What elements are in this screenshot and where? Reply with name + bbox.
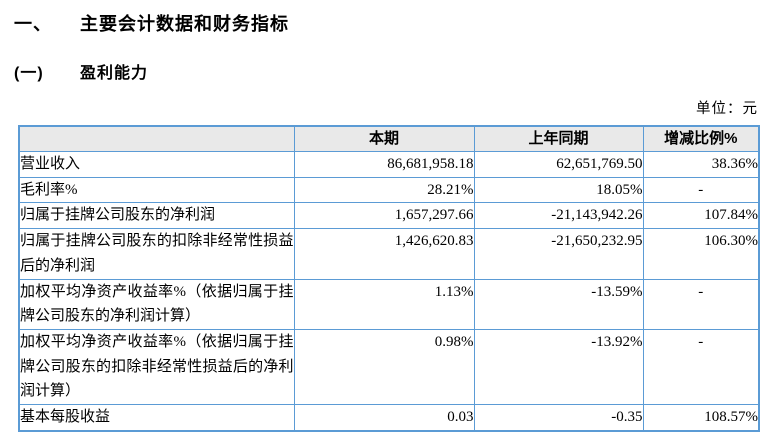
col-header-change-ratio: 增减比例% [642, 125, 760, 152]
table-row: 毛利率% 28.21% 18.05% - [18, 176, 760, 204]
current-period-value: 1,426,620.83 [293, 228, 475, 280]
change-ratio-value: 107.84% [642, 202, 760, 230]
prior-period-value: -21,650,232.95 [473, 228, 644, 280]
subsection-heading: (一) 盈利能力 [14, 59, 148, 83]
change-ratio-value: - [642, 328, 760, 406]
row-label: 营业收入 [18, 151, 295, 178]
section-title: 主要会计数据和财务指标 [80, 14, 289, 34]
change-ratio-value: - [642, 176, 760, 204]
current-period-value: 1,657,297.66 [293, 202, 475, 230]
prior-period-value: 18.05% [473, 176, 644, 204]
current-period-value: 28.21% [293, 176, 475, 204]
table-row: 营业收入 86,681,958.18 62,651,769.50 38.36% [18, 151, 760, 178]
unit-label: 单位：元 [696, 101, 758, 117]
row-label: 归属于挂牌公司股东的净利润 [18, 202, 295, 230]
current-period-value: 1.13% [293, 278, 475, 330]
table-row: 基本每股收益 0.03 -0.35 108.57% [18, 404, 760, 432]
section-number: 一、 [14, 14, 52, 34]
table-row: 加权平均净资产收益率%（依据归属于挂牌公司股东的扣除非经常性损益后的净利润计算）… [18, 328, 760, 406]
subsection-number: (一) [14, 65, 44, 82]
table-header-row: 本期 上年同期 增减比例% [18, 125, 760, 152]
current-period-value: 0.98% [293, 328, 475, 406]
row-label: 毛利率% [18, 176, 295, 204]
change-ratio-value: 38.36% [642, 151, 760, 178]
prior-period-value: 62,651,769.50 [473, 151, 644, 178]
current-period-value: 0.03 [293, 404, 475, 432]
row-label: 基本每股收益 [18, 404, 295, 432]
prior-period-value: -0.35 [473, 404, 644, 432]
section-heading: 一、 主要会计数据和财务指标 [14, 10, 289, 36]
prior-period-value: -13.59% [473, 278, 644, 330]
table-row: 归属于挂牌公司股东的扣除非经常性损益后的净利润 1,426,620.83 -21… [18, 228, 760, 280]
subsection-title: 盈利能力 [80, 65, 149, 82]
table-row: 加权平均净资产收益率%（依据归属于挂牌公司股东的净利润计算） 1.13% -13… [18, 278, 760, 330]
change-ratio-value: 108.57% [642, 404, 760, 432]
col-header-indicator [18, 125, 295, 152]
prior-period-value: -21,143,942.26 [473, 202, 644, 230]
financial-indicators-table: 本期 上年同期 增减比例% 营业收入 86,681,958.18 62,651,… [18, 125, 760, 432]
table-row: 归属于挂牌公司股东的净利润 1,657,297.66 -21,143,942.2… [18, 202, 760, 230]
col-header-current-period: 本期 [293, 125, 475, 152]
row-label: 加权平均净资产收益率%（依据归属于挂牌公司股东的扣除非经常性损益后的净利润计算） [18, 328, 295, 406]
row-label: 加权平均净资产收益率%（依据归属于挂牌公司股东的净利润计算） [18, 278, 295, 330]
current-period-value: 86,681,958.18 [293, 151, 475, 178]
prior-period-value: -13.92% [473, 328, 644, 406]
change-ratio-value: - [642, 278, 760, 330]
col-header-prior-period: 上年同期 [473, 125, 644, 152]
row-label: 归属于挂牌公司股东的扣除非经常性损益后的净利润 [18, 228, 295, 280]
change-ratio-value: 106.30% [642, 228, 760, 280]
